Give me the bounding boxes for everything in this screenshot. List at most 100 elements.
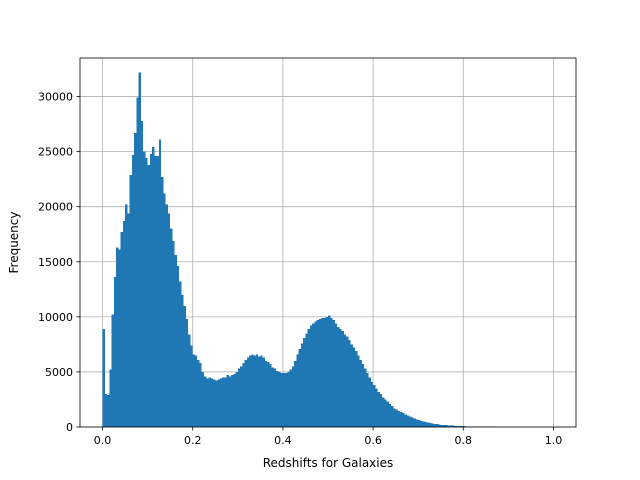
histogram-bar [346, 336, 349, 427]
histogram-bar [278, 371, 281, 427]
histogram-bars [102, 72, 554, 428]
histogram-bar [145, 158, 148, 427]
histogram-bar [285, 373, 288, 427]
histogram-bar [391, 406, 394, 427]
histogram-bar [244, 359, 247, 427]
histogram-bar [147, 164, 150, 427]
histogram-bar [176, 266, 180, 427]
histogram-bar [181, 294, 184, 427]
histogram-bar [140, 120, 144, 428]
histogram-bar [348, 339, 351, 427]
histogram-bar [129, 174, 132, 427]
histogram-bar [194, 355, 198, 427]
histogram-bar [373, 385, 376, 427]
histogram-bar [167, 213, 171, 427]
histogram-bar [321, 317, 324, 427]
histogram-bar [413, 418, 416, 427]
histogram-bar [111, 314, 114, 427]
histogram-bar [154, 156, 157, 427]
histogram-bar [267, 362, 270, 427]
histogram-bar [334, 323, 338, 427]
histogram-bar [433, 423, 437, 427]
histogram-bar [258, 356, 261, 427]
histogram-bar [461, 426, 464, 427]
histogram-bar [440, 424, 443, 427]
plot-frame [79, 57, 577, 428]
histogram-bar [235, 371, 238, 427]
histogram-bar [143, 151, 146, 427]
histogram-bar [282, 373, 286, 427]
histogram-bar [429, 423, 432, 427]
histogram-bar [406, 415, 410, 427]
histogram-bar [312, 323, 315, 427]
histogram-bar [174, 255, 177, 427]
x-tick-label: 0.6 [364, 434, 382, 447]
histogram-bar [113, 277, 117, 427]
histogram-bar [127, 213, 130, 427]
histogram-bar [361, 364, 365, 427]
histogram-bar [339, 328, 342, 427]
histogram-bar [454, 425, 457, 427]
x-tick-label: 0.8 [455, 434, 473, 447]
histogram-bar [415, 419, 419, 427]
histogram-bar [418, 419, 421, 427]
histogram-bar [291, 366, 295, 427]
histogram-bar [228, 376, 232, 427]
histogram-bar [300, 343, 304, 427]
histogram-bar [332, 320, 335, 427]
histogram-bar [190, 345, 193, 427]
histogram-bar [120, 232, 123, 427]
histogram-bar [255, 354, 259, 427]
histogram-bar [298, 348, 301, 427]
histogram-bar [231, 375, 234, 427]
histogram-bar [325, 316, 328, 427]
histogram-bar [366, 373, 369, 427]
histogram-bar [104, 393, 108, 427]
histogram-bar [280, 373, 283, 427]
histogram-bar [197, 359, 200, 427]
histogram-bar [253, 355, 256, 427]
histogram-bar [264, 360, 268, 427]
histogram-bar [163, 193, 166, 427]
histogram-bar [262, 357, 265, 427]
histogram-bar [402, 413, 405, 427]
histogram-bar [395, 409, 398, 427]
histogram-bar [400, 412, 403, 427]
histogram-bar [185, 319, 189, 427]
histogram-bar [217, 379, 220, 427]
histogram-bar [449, 425, 452, 427]
histogram-bar [422, 421, 425, 427]
histogram-bar [316, 320, 319, 427]
histogram-bar [242, 363, 245, 427]
histogram-bar [199, 363, 202, 427]
histogram-bar [305, 333, 308, 427]
histogram-bar [442, 425, 446, 427]
histogram-bar [152, 147, 155, 428]
y-axis-label: Frequency [7, 212, 21, 274]
y-tick-label: 15000 [38, 256, 73, 269]
histogram-bar [116, 247, 119, 427]
x-tick-label: 0.4 [274, 434, 292, 447]
histogram-bar [318, 319, 322, 427]
histogram-bar [296, 354, 299, 427]
histogram-bar [427, 422, 430, 427]
histogram-bar [458, 426, 462, 427]
y-tick-label: 25000 [38, 146, 73, 159]
histogram-bar [138, 72, 141, 428]
histogram-bar [303, 337, 306, 427]
histogram-bar [201, 371, 204, 427]
y-tick-label: 10000 [38, 311, 73, 324]
histogram-bar [382, 397, 385, 427]
histogram-bar [330, 317, 333, 427]
histogram-bar [287, 371, 290, 427]
histogram-bar [420, 420, 423, 427]
y-tick-label: 5000 [45, 366, 73, 379]
histogram-bar [273, 368, 277, 427]
histogram-bar [377, 391, 380, 427]
histogram-bar [271, 367, 274, 427]
histogram-bar [294, 360, 297, 427]
histogram-bar [179, 281, 182, 427]
histogram-bar [456, 425, 459, 427]
histogram-bar [233, 374, 236, 427]
histogram-bar [343, 334, 347, 427]
